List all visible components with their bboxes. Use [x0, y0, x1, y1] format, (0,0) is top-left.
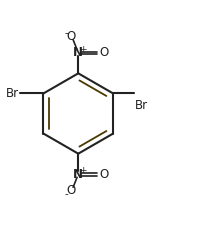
Text: N: N [73, 168, 83, 181]
Text: O: O [67, 30, 76, 43]
Text: Br: Br [135, 99, 148, 111]
Text: O: O [67, 184, 76, 197]
Text: -: - [64, 28, 68, 38]
Text: N: N [73, 46, 83, 59]
Text: O: O [99, 46, 108, 59]
Text: -: - [64, 189, 68, 199]
Text: Br: Br [6, 87, 19, 100]
Text: +: + [79, 44, 87, 54]
Text: O: O [99, 168, 108, 181]
Text: +: + [79, 166, 87, 175]
